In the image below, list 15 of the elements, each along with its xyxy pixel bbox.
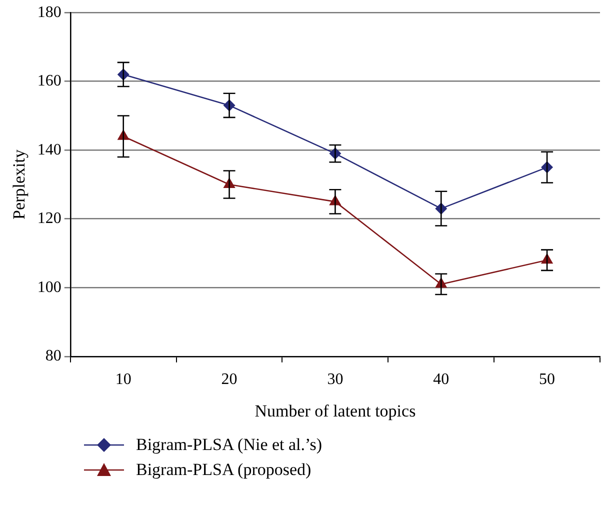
legend-label: Bigram-PLSA (Nie et al.’s) (136, 434, 322, 456)
x-tick-label: 30 (327, 371, 344, 388)
y-tick-label: 140 (37, 141, 62, 158)
x-tick-label: 40 (433, 371, 450, 388)
x-axis-title: Number of latent topics (254, 401, 416, 420)
y-tick-label: 80 (45, 348, 62, 365)
x-tick-label: 10 (115, 371, 132, 388)
x-tick-label: 50 (539, 371, 556, 388)
y-tick-label: 180 (37, 4, 62, 21)
x-tick-label: 20 (221, 371, 238, 388)
y-axis-title: Perplexity (10, 149, 29, 220)
y-tick-label: 120 (37, 210, 62, 228)
y-tick-label: 100 (37, 278, 62, 296)
y-tick-label: 160 (37, 72, 62, 90)
legend-label: Bigram-PLSA (proposed) (136, 459, 312, 481)
